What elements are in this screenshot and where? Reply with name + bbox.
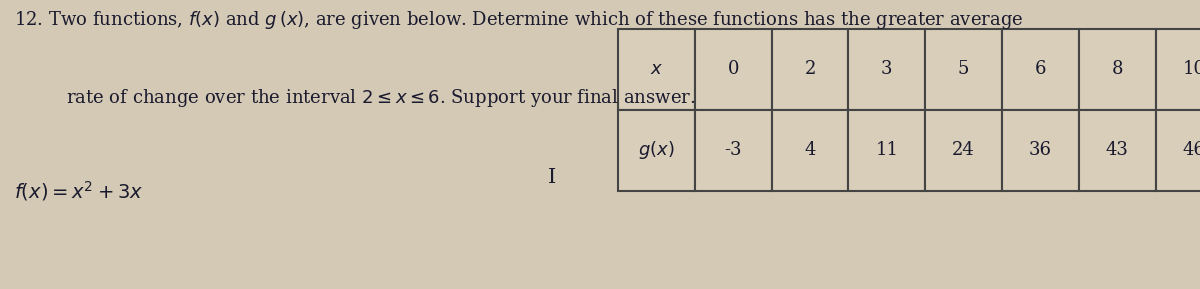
Bar	[1156, 29, 1200, 110]
Bar	[1079, 110, 1156, 191]
Bar	[848, 110, 925, 191]
Text: 3: 3	[881, 60, 893, 78]
Bar	[1079, 29, 1156, 110]
Text: I: I	[548, 168, 556, 187]
Text: 11: 11	[875, 141, 899, 159]
Bar	[618, 110, 695, 191]
Text: 6: 6	[1034, 60, 1046, 78]
Text: 24: 24	[953, 141, 974, 159]
Bar	[1002, 110, 1079, 191]
Text: 8: 8	[1111, 60, 1123, 78]
Text: -3: -3	[725, 141, 742, 159]
Text: 43: 43	[1105, 141, 1129, 159]
Text: $f(x)=x^2+3x$: $f(x)=x^2+3x$	[14, 179, 144, 203]
Bar	[925, 29, 1002, 110]
Text: 0: 0	[727, 60, 739, 78]
Text: rate of change over the interval $2 \leq x \leq 6$. Support your final answer.: rate of change over the interval $2 \leq…	[66, 87, 696, 109]
Text: 36: 36	[1028, 141, 1052, 159]
Text: 46: 46	[1182, 141, 1200, 159]
Bar	[618, 29, 695, 110]
Bar	[925, 110, 1002, 191]
Bar	[848, 29, 925, 110]
Bar	[695, 110, 772, 191]
Text: 4: 4	[804, 141, 816, 159]
Text: $x$: $x$	[649, 60, 664, 78]
Bar	[772, 110, 848, 191]
Text: 10: 10	[1182, 60, 1200, 78]
Text: 2: 2	[804, 60, 816, 78]
Text: 5: 5	[958, 60, 970, 78]
Text: 12. Two functions, $f(x)$ and $g\,(x)$, are given below. Determine which of thes: 12. Two functions, $f(x)$ and $g\,(x)$, …	[14, 9, 1024, 31]
Text: $g(x)$: $g(x)$	[638, 139, 674, 161]
Bar	[772, 29, 848, 110]
Bar	[695, 29, 772, 110]
Bar	[1156, 110, 1200, 191]
Bar	[1002, 29, 1079, 110]
